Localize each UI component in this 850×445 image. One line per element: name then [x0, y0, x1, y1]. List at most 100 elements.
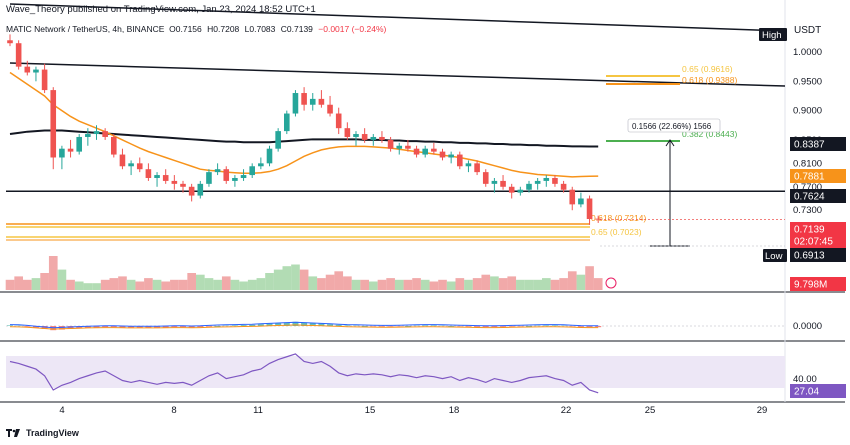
- macd-histogram-bar: [335, 324, 342, 326]
- trendline-descending: [9, 62, 786, 87]
- close-key: C: [280, 24, 287, 34]
- rsi-value-tag-bg: [790, 384, 846, 398]
- volume-bar: [196, 274, 205, 290]
- macd-histogram-bar: [205, 326, 212, 327]
- volume-bar: [92, 283, 101, 290]
- x-tick-label: 15: [365, 405, 376, 416]
- volume-bar: [109, 278, 119, 290]
- candle-body: [206, 172, 212, 184]
- measure-box: [627, 118, 721, 133]
- macd-histogram-bar: [145, 326, 152, 328]
- volume-alert-icon: [605, 277, 617, 289]
- candle-body: [59, 148, 65, 158]
- volume-bar: [343, 276, 352, 290]
- macd-histogram-bar: [577, 326, 584, 327]
- macd-histogram-bar: [387, 326, 394, 327]
- volume-bar: [567, 271, 577, 290]
- volume-bar: [498, 278, 508, 290]
- candle-body: [405, 145, 411, 149]
- macd-histogram-bar: [24, 326, 31, 327]
- macd-histogram-bar: [136, 326, 143, 328]
- y-tick-label: 0.7300: [793, 205, 822, 216]
- fib-label-0618-low: 0.618 (0.7214): [591, 213, 646, 223]
- macd-histogram-bar: [526, 326, 532, 327]
- volume-bar: [213, 279, 222, 290]
- candle-body: [474, 163, 480, 173]
- volume-bar: [23, 279, 32, 290]
- volume-bar: [446, 281, 456, 290]
- volume-bar: [412, 278, 421, 290]
- macd-histogram-bar: [474, 326, 481, 327]
- macd-histogram-bar: [240, 325, 247, 326]
- volume-bar: [161, 281, 171, 290]
- rsi-value-tag: 27.04: [794, 387, 819, 398]
- candle-body: [396, 145, 403, 149]
- volume-tag: 9.798M: [794, 280, 827, 291]
- candle-body: [266, 148, 273, 164]
- price-tag-current: 0.7139: [794, 225, 825, 236]
- tradingview-logo-icon: [6, 428, 22, 438]
- x-tick-label: 4: [59, 405, 64, 416]
- macd-signal-line: [9, 324, 599, 330]
- candle-body: [569, 189, 576, 205]
- macd-histogram-bar: [543, 325, 550, 326]
- candle-body: [491, 180, 498, 184]
- symbol-label[interactable]: MATIC Network / TetherUS, 4h, BINANCE: [6, 24, 165, 34]
- price-tag-0838-bg: [790, 137, 846, 151]
- candle-body: [344, 128, 351, 137]
- macd-histogram-bar: [119, 326, 126, 328]
- volume-bar: [299, 269, 309, 290]
- candle-body: [102, 131, 108, 137]
- candle-body: [292, 93, 299, 114]
- macd-histogram-bar: [283, 322, 290, 326]
- macd-histogram-bar: [171, 326, 178, 328]
- macd-histogram-bar: [93, 326, 100, 328]
- candle-body: [136, 163, 143, 170]
- low-value: 0.7083: [249, 24, 276, 34]
- candle-body: [197, 183, 204, 196]
- candle-body: [24, 66, 31, 73]
- macd-histogram-bar: [76, 326, 83, 329]
- volume-bar: [516, 279, 525, 290]
- volume-bar: [585, 266, 594, 290]
- volume-bar: [542, 278, 551, 290]
- ma-50-line: [9, 71, 599, 178]
- candle-body: [526, 183, 532, 190]
- volume-bar: [507, 276, 517, 290]
- volume-bar: [48, 256, 58, 290]
- volume-bar: [429, 281, 439, 290]
- volume-bar: [14, 276, 23, 290]
- volume-bar: [481, 274, 491, 290]
- macd-histogram-bar: [180, 326, 186, 328]
- volume-bar: [317, 278, 326, 290]
- macd-histogram-bar: [404, 326, 411, 327]
- macd-histogram-bar: [32, 326, 39, 328]
- volume-bar: [377, 279, 387, 290]
- rsi-line: [9, 353, 599, 394]
- high-key: H: [207, 24, 214, 34]
- macd-histogram-bar: [110, 326, 117, 328]
- candle-body: [119, 154, 126, 167]
- macd-histogram-bar: [500, 326, 507, 327]
- macd-histogram-bar: [551, 325, 558, 326]
- volume-bar: [386, 278, 395, 290]
- countdown-timer: 02:07:45: [794, 237, 833, 248]
- candle-body: [387, 139, 394, 149]
- macd-histogram-bar: [318, 323, 325, 326]
- x-tick-label: 25: [645, 405, 656, 416]
- volume-bar: [334, 271, 344, 290]
- y-tick-label: 0.8100: [793, 158, 822, 169]
- candle-body: [586, 198, 593, 220]
- macd-histogram-bar: [128, 326, 135, 328]
- high-label: High: [762, 30, 782, 41]
- volume-bar: [576, 274, 586, 290]
- macd-histogram-bar: [301, 322, 308, 326]
- volume-bar: [360, 279, 369, 290]
- low-label-bg: [763, 249, 787, 262]
- volume-bar: [420, 279, 430, 290]
- candle-body: [578, 198, 584, 205]
- candle-body: [413, 148, 420, 155]
- macd-line: [9, 321, 599, 329]
- candle-body: [560, 183, 567, 190]
